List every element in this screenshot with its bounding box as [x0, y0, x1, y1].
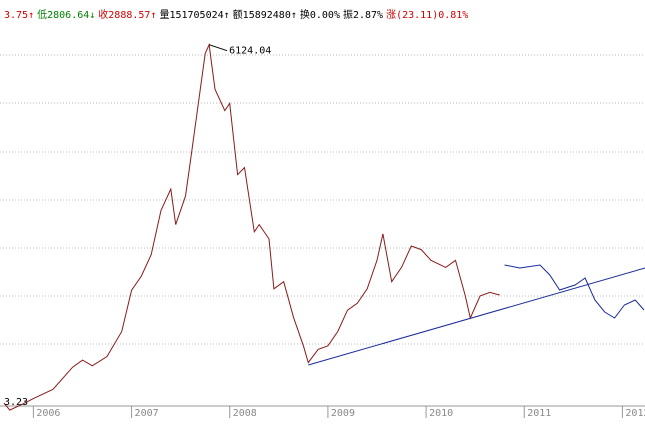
- header-item: 涨(23.11)0.81%: [386, 9, 468, 21]
- header-item: 额15892480↑: [233, 8, 297, 21]
- header-item: 收2888.57↑: [98, 8, 156, 21]
- x-tick-label: 2009: [331, 408, 355, 419]
- x-tick-label: 2006: [36, 408, 60, 419]
- header: 3.75↑ 低2806.64↓ 收2888.57↑ 量151705024↑ 额15892…: [4, 8, 468, 21]
- price-line: [3, 42, 500, 411]
- annotation: 6124.04: [229, 46, 271, 57]
- header-item: 量151705024↑: [159, 9, 229, 21]
- header-item: 低2806.64↓: [37, 8, 95, 21]
- header-item: 3.75↑: [4, 10, 34, 21]
- price-line: [308, 267, 645, 366]
- x-tick-label: 2008: [233, 408, 257, 419]
- x-tick-label: 2011: [527, 408, 551, 419]
- annotation: 3.23: [4, 397, 28, 408]
- header-item: 振2.87%: [343, 8, 383, 21]
- x-tick-label: 2007: [135, 408, 159, 419]
- x-tick-label: 2010: [429, 408, 453, 419]
- price-line: [504, 264, 645, 319]
- x-tick-label: 2012: [625, 408, 645, 419]
- annotation-leader: [208, 44, 228, 52]
- header-item: 换0.00%: [300, 8, 340, 21]
